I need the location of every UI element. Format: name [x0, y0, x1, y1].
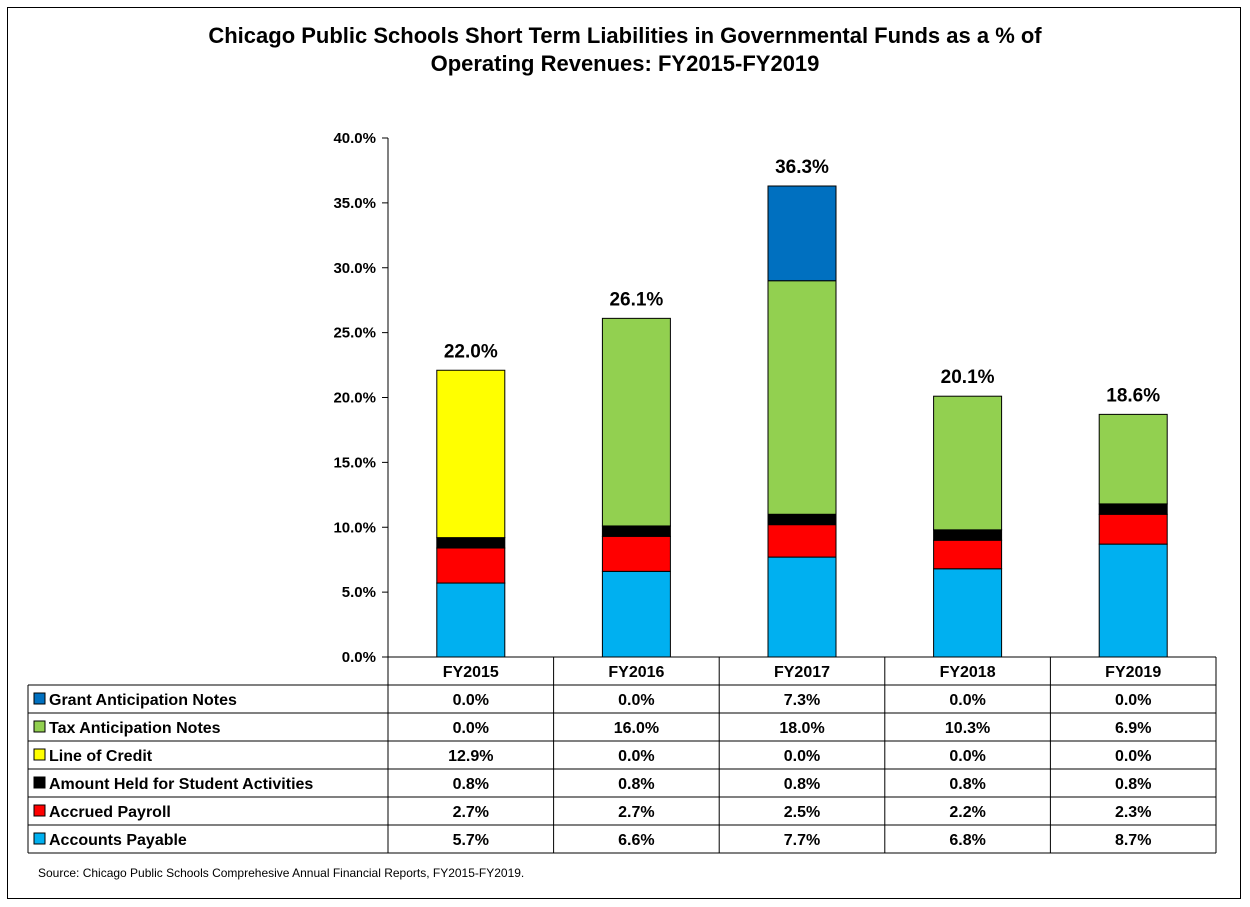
y-tick-label: 25.0% [333, 325, 376, 342]
bar-segment [1098, 503, 1168, 515]
table-value-cell: 0.0% [1115, 748, 1151, 765]
legend-series-label: Amount Held for Student Activities [49, 776, 313, 793]
table-value-cell: 16.0% [614, 720, 659, 737]
table-value-cell: 2.5% [784, 804, 820, 821]
legend-series-label: Tax Anticipation Notes [49, 720, 221, 737]
table-value-cell: 6.6% [618, 832, 654, 849]
legend-key [33, 692, 46, 705]
y-tick-label: 0.0% [342, 649, 376, 666]
table-value-cell: 2.2% [949, 804, 985, 821]
bar-segment [436, 537, 506, 549]
legend-series-label: Grant Anticipation Notes [49, 692, 237, 709]
x-category-label: FY2019 [1105, 664, 1161, 681]
legend-series-label: Line of Credit [49, 748, 153, 765]
table-value-cell: 12.9% [448, 748, 493, 765]
bar-total-label: 18.6% [1106, 385, 1160, 406]
table-value-cell: 10.3% [945, 720, 990, 737]
table-value-cell: 0.0% [618, 748, 654, 765]
bar-total-label: 36.3% [775, 157, 829, 178]
x-category-label: FY2015 [443, 664, 499, 681]
bar-segment [767, 513, 837, 526]
bar-segment [933, 568, 1003, 658]
table-value-cell: 7.3% [784, 692, 820, 709]
bar-segment [601, 525, 671, 537]
y-tick-label: 10.0% [333, 519, 376, 536]
x-category-label: FY2018 [940, 664, 996, 681]
table-value-cell: 0.8% [618, 776, 654, 793]
y-tick-label: 35.0% [333, 195, 376, 212]
table-value-cell: 0.8% [784, 776, 820, 793]
bar-segment [933, 539, 1003, 570]
bar-segment [436, 582, 506, 658]
table-value-cell: 0.0% [618, 692, 654, 709]
bar-total-label: 26.1% [609, 289, 663, 310]
chart-title: Chicago Public Schools Short Term Liabil… [0, 22, 1250, 78]
bar-segment [436, 369, 506, 539]
bar-segment [601, 317, 671, 527]
table-value-cell: 0.8% [949, 776, 985, 793]
table-value-cell: 0.0% [949, 692, 985, 709]
y-tick-label: 20.0% [333, 390, 376, 407]
chart-title-line-2: Operating Revenues: FY2015-FY2019 [430, 51, 820, 76]
bar-segment [767, 185, 837, 282]
table-value-cell: 0.0% [1115, 692, 1151, 709]
bar-segment [767, 556, 837, 658]
legend-key [33, 776, 46, 789]
bar-segment [933, 395, 1003, 531]
table-value-cell: 2.7% [618, 804, 654, 821]
legend-key [33, 832, 46, 845]
y-tick-label: 15.0% [333, 454, 376, 471]
legend-key [33, 720, 46, 733]
bar-segment [436, 547, 506, 584]
bar-segment [767, 524, 837, 558]
bar-segment [1098, 543, 1168, 658]
x-category-label: FY2017 [774, 664, 830, 681]
bar-segment [1098, 513, 1168, 545]
bar-segment [767, 280, 837, 515]
table-value-cell: 2.7% [453, 804, 489, 821]
legend-key [33, 748, 46, 761]
bar-total-label: 20.1% [941, 367, 995, 388]
table-value-cell: 6.9% [1115, 720, 1151, 737]
legend-series-label: Accrued Payroll [49, 804, 171, 821]
legend-key [33, 804, 46, 817]
table-value-cell: 0.0% [453, 720, 489, 737]
table-value-cell: 0.8% [1115, 776, 1151, 793]
x-category-label: FY2016 [608, 664, 664, 681]
bar-segment [601, 570, 671, 658]
table-value-cell: 0.0% [453, 692, 489, 709]
table-value-cell: 6.8% [949, 832, 985, 849]
table-value-cell: 0.8% [453, 776, 489, 793]
legend-series-label: Accounts Payable [49, 832, 187, 849]
table-value-cell: 5.7% [453, 832, 489, 849]
bar-segment [933, 529, 1003, 541]
y-tick-label: 30.0% [333, 260, 376, 277]
bar-total-label: 22.0% [444, 341, 498, 362]
table-value-cell: 8.7% [1115, 832, 1151, 849]
bar-segment [1098, 413, 1168, 505]
source-note: Source: Chicago Public Schools Comprehes… [38, 866, 525, 880]
y-tick-label: 40.0% [333, 130, 376, 147]
table-value-cell: 0.0% [784, 748, 820, 765]
table-value-cell: 2.3% [1115, 804, 1151, 821]
bar-segment [601, 535, 671, 572]
table-value-cell: 7.7% [784, 832, 820, 849]
y-tick-label: 5.0% [342, 584, 376, 601]
table-value-cell: 0.0% [949, 748, 985, 765]
chart-title-line-1: Chicago Public Schools Short Term Liabil… [208, 23, 1042, 48]
table-value-cell: 18.0% [779, 720, 824, 737]
